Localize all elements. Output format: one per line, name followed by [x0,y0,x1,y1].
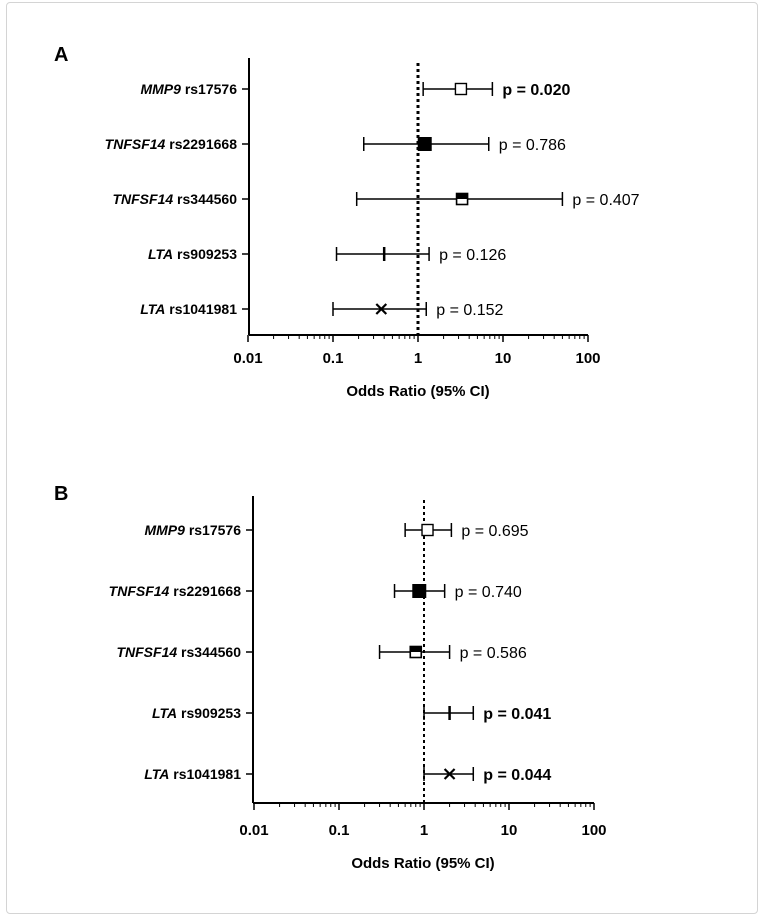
row-label: LTA rs1041981 [144,766,241,782]
odds-ratio-marker [417,137,432,151]
p-value-label: p = 0.786 [499,137,566,154]
x-tick-label: 1 [420,822,428,839]
p-value-label: p = 0.044 [483,767,551,784]
odds-ratio-marker [409,645,423,659]
p-value-label: p = 0.152 [436,302,503,319]
odds-ratio-marker-fill [410,646,422,652]
gene-name: MMP9 [144,522,185,538]
x-tick-label: 0.01 [239,822,268,839]
gene-name: TNFSF14 [112,191,173,207]
snp-id: rs344560 [177,644,241,660]
gene-name: LTA [144,766,169,782]
x-tick-label: 100 [581,822,606,839]
x-tick-label: 0.1 [329,822,350,839]
forest-row: TNFSF14 rs344560 p = 0.586 [116,644,526,662]
gene-name: TNFSF14 [109,583,170,599]
row-label: TNFSF14 rs344560 [116,644,241,660]
snp-id: rs1041981 [169,766,241,782]
x-axis-title: Odds Ratio (95% CI) [346,383,489,400]
snp-id: rs909253 [177,705,241,721]
forest-row: LTA rs909253 p = 0.041 [152,705,551,723]
snp-id: rs344560 [173,191,237,207]
gene-name: TNFSF14 [116,644,177,660]
row-label: MMP9 rs17576 [144,522,241,538]
gene-name: MMP9 [140,81,181,97]
row-label: LTA rs909253 [148,246,237,262]
row-label: LTA rs909253 [152,705,241,721]
p-value-label: p = 0.695 [461,523,528,540]
gene-name: LTA [152,705,177,721]
x-tick-label: 10 [495,350,512,367]
forest-row: TNFSF14 rs344560 p = 0.407 [112,191,639,209]
forest-row: TNFSF14 rs2291668 p = 0.786 [105,136,566,154]
gene-name: LTA [140,301,165,317]
forest-panel-b: B 0.01 0.1 1 10 100 Odds Ratio (95% CI) MMP9 rs… [54,483,607,872]
p-value-label: p = 0.586 [460,645,527,662]
forest-row: MMP9 rs17576 p = 0.695 [144,522,528,540]
forest-row: LTA rs1041981 p = 0.152 [140,301,503,319]
p-value-label: p = 0.020 [502,82,570,99]
x-tick-label: 1 [414,350,422,367]
snp-id: rs17576 [181,81,237,97]
forest-panel-a: A 0.01 0.1 1 10 100 Odds Ratio (95% CI) MMP9 rs… [54,44,640,400]
odds-ratio-marker [454,82,468,96]
gene-name: LTA [148,246,173,262]
forest-row: LTA rs909253 p = 0.126 [148,246,506,264]
odds-ratio-marker [412,584,427,598]
odds-ratio-marker [443,768,456,780]
forest-row: LTA rs1041981 p = 0.044 [144,766,551,784]
forest-plot-figure: A 0.01 0.1 1 10 100 Odds Ratio (95% CI) MMP9 rs… [54,44,640,872]
snp-id: rs17576 [185,522,241,538]
row-label: TNFSF14 rs2291668 [105,136,238,152]
p-value-label: p = 0.740 [455,584,522,601]
odds-ratio-marker [375,303,388,315]
snp-id: rs2291668 [169,583,241,599]
snp-id: rs1041981 [165,301,237,317]
forest-row: MMP9 rs17576 p = 0.020 [140,81,570,99]
odds-ratio-marker [421,523,434,537]
row-label: TNFSF14 rs2291668 [109,583,242,599]
snp-id: rs2291668 [165,136,237,152]
p-value-label: p = 0.041 [483,706,551,723]
snp-id: rs909253 [173,246,237,262]
panel-label: A [54,44,68,66]
gene-name: TNFSF14 [105,136,166,152]
forest-row: TNFSF14 rs2291668 p = 0.740 [109,583,522,601]
x-tick-label: 0.1 [323,350,344,367]
panel-label: B [54,483,68,505]
odds-ratio-marker-fill [456,193,468,199]
x-tick-label: 100 [575,350,600,367]
x-tick-label: 0.01 [233,350,262,367]
row-label: LTA rs1041981 [140,301,237,317]
p-value-label: p = 0.407 [572,192,639,209]
x-axis-title: Odds Ratio (95% CI) [351,855,494,872]
p-value-label: p = 0.126 [439,247,506,264]
row-label: MMP9 rs17576 [140,81,237,97]
x-tick-label: 10 [501,822,518,839]
row-label: TNFSF14 rs344560 [112,191,237,207]
odds-ratio-marker [455,192,469,206]
figure-frame: A 0.01 0.1 1 10 100 Odds Ratio (95% CI) MMP9 rs… [6,2,758,914]
